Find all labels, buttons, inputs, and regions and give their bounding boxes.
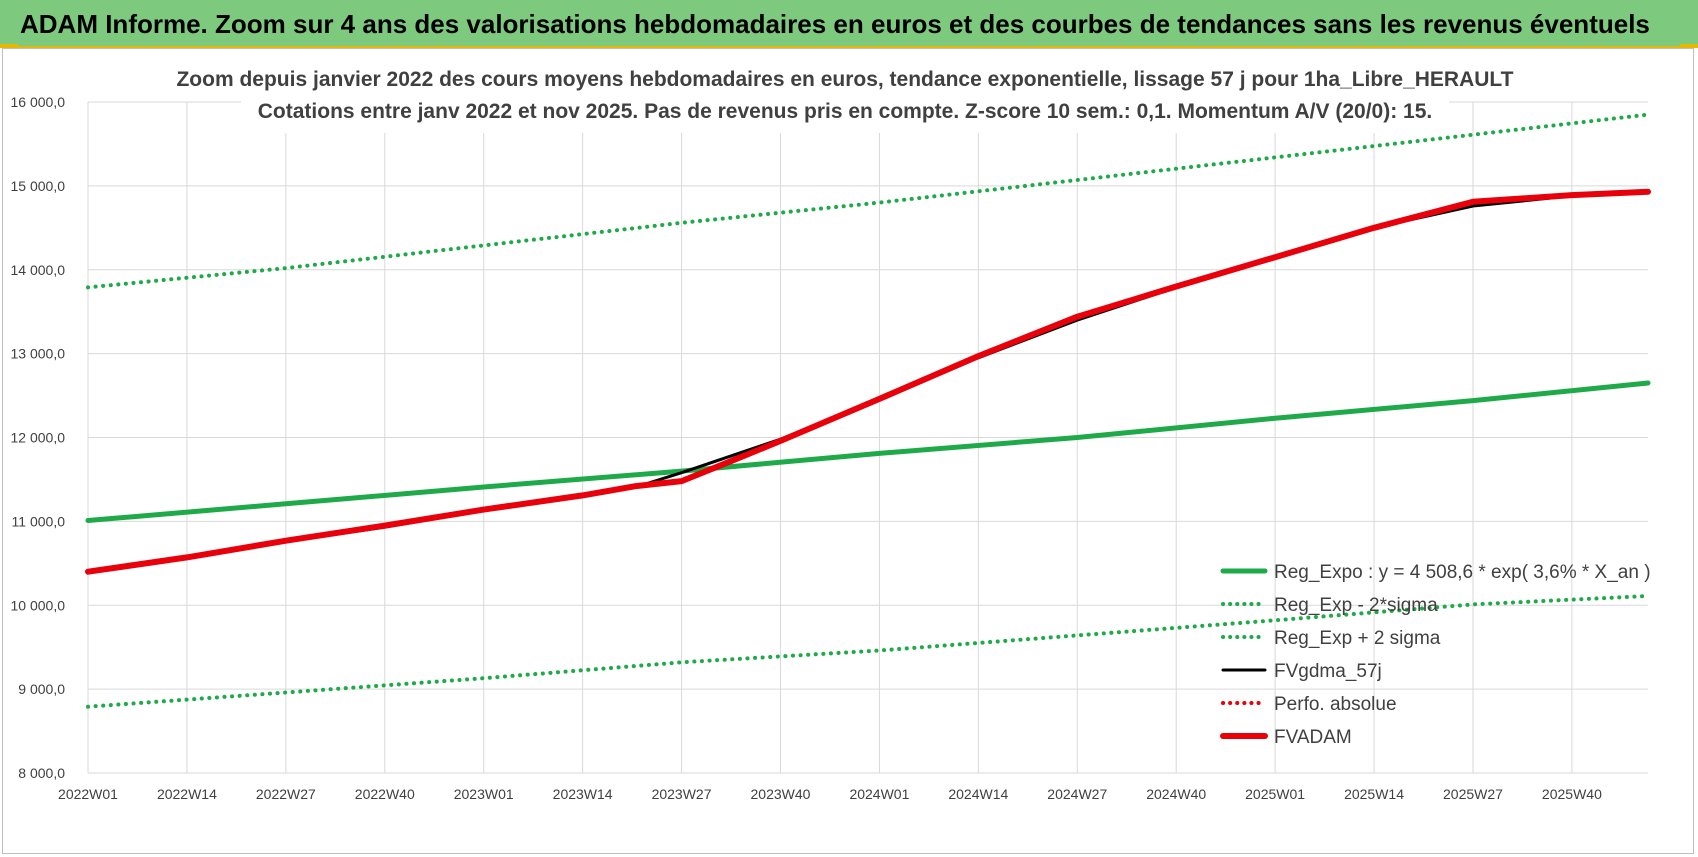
series-line-2 — [86, 112, 1650, 290]
x-tick-label: 2022W27 — [256, 786, 316, 802]
chart-title: Zoom depuis janvier 2022 des cours moyen… — [176, 68, 1513, 91]
x-tick-label: 2022W14 — [157, 786, 217, 802]
y-tick-label: 12 000,0 — [11, 430, 66, 446]
legend-label: Reg_Exp + 2 sigma — [1274, 628, 1441, 649]
x-tick-label: 2024W14 — [948, 786, 1008, 802]
corner-accent-left — [0, 44, 18, 47]
y-tick-label: 13 000,0 — [11, 346, 66, 362]
y-tick-label: 14 000,0 — [11, 262, 66, 278]
x-tick-label: 2023W14 — [553, 786, 613, 802]
y-tick-label: 9 000,0 — [18, 681, 65, 697]
x-tick-label: 2025W14 — [1344, 786, 1404, 802]
series-line-0 — [85, 380, 1651, 523]
x-tick-label: 2022W01 — [58, 786, 118, 802]
chart-legend: Reg_Expo : y = 4 508,6 * exp( 3,6% * X_a… — [1220, 562, 1651, 748]
legend-label: Reg_Exp - 2*sigma — [1274, 595, 1438, 616]
x-tick-label: 2025W27 — [1443, 786, 1503, 802]
x-tick-label: 2024W40 — [1146, 786, 1206, 802]
chart-series — [85, 112, 1651, 709]
legend-label: FVADAM — [1274, 727, 1352, 748]
x-tick-label: 2023W27 — [652, 786, 712, 802]
report-title: ADAM Informe. Zoom sur 4 ans des valoris… — [20, 9, 1650, 39]
x-tick-label: 2024W01 — [849, 786, 909, 802]
y-tick-label: 16 000,0 — [11, 94, 66, 110]
corner-accent-right — [1680, 44, 1698, 47]
x-tick-label: 2025W01 — [1245, 786, 1305, 802]
x-tick-label: 2024W27 — [1047, 786, 1107, 802]
legend-label: Perfo. absolue — [1274, 694, 1397, 715]
y-tick-label: 11 000,0 — [12, 513, 66, 529]
series-line-5 — [85, 188, 1651, 575]
x-tick-label: 2025W40 — [1542, 786, 1602, 802]
series-line-1 — [86, 594, 1650, 709]
chart-grid — [87, 101, 1648, 774]
legend-label: Reg_Expo : y = 4 508,6 * exp( 3,6% * X_a… — [1274, 562, 1651, 583]
report-banner: ADAM Informe. Zoom sur 4 ans des valoris… — [0, 0, 1698, 48]
chart-subtitle: Cotations entre janv 2022 et nov 2025. P… — [258, 100, 1432, 123]
x-tick-label: 2023W40 — [751, 786, 811, 802]
x-axis-ticks: 2022W01 2022W14 2022W27 2022W40 2023W01 2023W… — [58, 786, 1602, 802]
series-line-3 — [86, 190, 1650, 574]
line-chart: 8 000,0 9 000,0 10 000,0 11 000,0 12 000,0 13… — [11, 57, 1651, 802]
legend-label: FVgdma_57j — [1274, 661, 1382, 682]
x-tick-label: 2022W40 — [355, 786, 415, 802]
x-tick-label: 2023W01 — [454, 786, 514, 802]
y-tick-label: 15 000,0 — [11, 178, 66, 194]
y-axis-ticks: 8 000,0 9 000,0 10 000,0 11 000,0 12 000,0 13… — [11, 94, 66, 781]
y-tick-label: 8 000,0 — [18, 765, 65, 781]
chart-title-background — [241, 57, 1449, 133]
y-tick-label: 10 000,0 — [11, 597, 66, 613]
chart-area: 8 000,0 9 000,0 10 000,0 11 000,0 12 000,0 13… — [2, 48, 1694, 854]
